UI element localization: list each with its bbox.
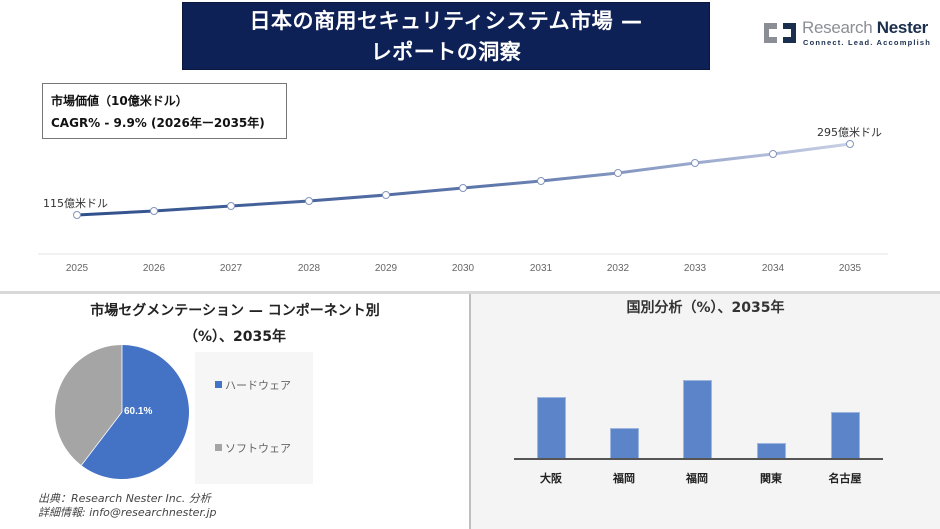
start-value-label: 115億米ドル	[43, 197, 108, 210]
bar-axis-line	[514, 458, 883, 460]
bar-kanto	[757, 443, 786, 458]
x-tick: 2026	[142, 263, 166, 274]
market-value-label: 市場価値（10億米ドル）	[51, 94, 188, 108]
pie-slice-hardware	[81, 345, 189, 479]
legend-item-software: ソフトウェア	[215, 440, 291, 456]
bar-osaka	[537, 397, 566, 458]
legend-swatch-icon	[215, 381, 222, 388]
bar-label: 福岡	[613, 472, 635, 485]
segmentation-title: 市場セグメンテーション — コンポーネント別 （%）、2035年	[90, 303, 380, 345]
x-tick: 2034	[761, 263, 785, 274]
research-nester-logo: Research Nester Connect. Lead. Accomplis…	[760, 16, 940, 50]
panel-divider	[469, 294, 471, 529]
pie-data-label: 60.1%	[124, 406, 153, 417]
section-divider	[0, 291, 940, 294]
page-title-line2: レポートの洞察	[370, 40, 522, 64]
pie-slice-software	[54, 345, 122, 466]
legend-swatch-icon	[215, 444, 222, 451]
bar-label: 名古屋	[828, 472, 862, 485]
end-value-label: 295億米ドル	[817, 126, 882, 139]
x-tick: 2035	[838, 263, 862, 274]
region-chart-title: 国別分析（%）、2035年	[626, 300, 785, 316]
component-pie-chart	[54, 345, 189, 479]
x-tick: 2033	[683, 263, 707, 274]
bar-label: 大阪	[540, 472, 562, 485]
x-tick: 2029	[374, 263, 398, 274]
x-tick: 2031	[529, 263, 553, 274]
x-tick: 2025	[65, 263, 89, 274]
bar-nagoya	[831, 412, 860, 458]
market-info-box: 市場価値（10億米ドル） CAGR% - 9.9% (2026年ー2035年)	[42, 83, 287, 139]
cagr-label: CAGR% - 9.9% (2026年ー2035年)	[51, 116, 265, 130]
logo-tagline: Connect. Lead. Accomplish	[803, 38, 932, 47]
bar-fukuoka-1	[610, 428, 639, 458]
line-markers	[73, 140, 854, 219]
pie-legend: ハードウェア ソフトウェア	[195, 352, 313, 484]
bar-fukuoka-2	[683, 380, 712, 458]
x-tick: 2032	[606, 263, 630, 274]
bar-label: 関東	[760, 472, 782, 485]
x-tick: 2027	[219, 263, 243, 274]
page-title: 日本の商用セキュリティシステム市場 — レポートの洞察	[182, 2, 710, 70]
source-note: 出典：Research Nester Inc. 分析 詳細情報: info@re…	[38, 492, 217, 519]
x-tick: 2028	[297, 263, 321, 274]
legend-item-hardware: ハードウェア	[215, 377, 291, 393]
research-nester-logo-icon	[764, 23, 796, 43]
bar-label: 福岡	[686, 472, 708, 485]
page-title-line1: 日本の商用セキュリティシステム市場 —	[249, 9, 643, 33]
x-tick: 2030	[451, 263, 475, 274]
logo-name: Research Nester	[802, 18, 928, 37]
